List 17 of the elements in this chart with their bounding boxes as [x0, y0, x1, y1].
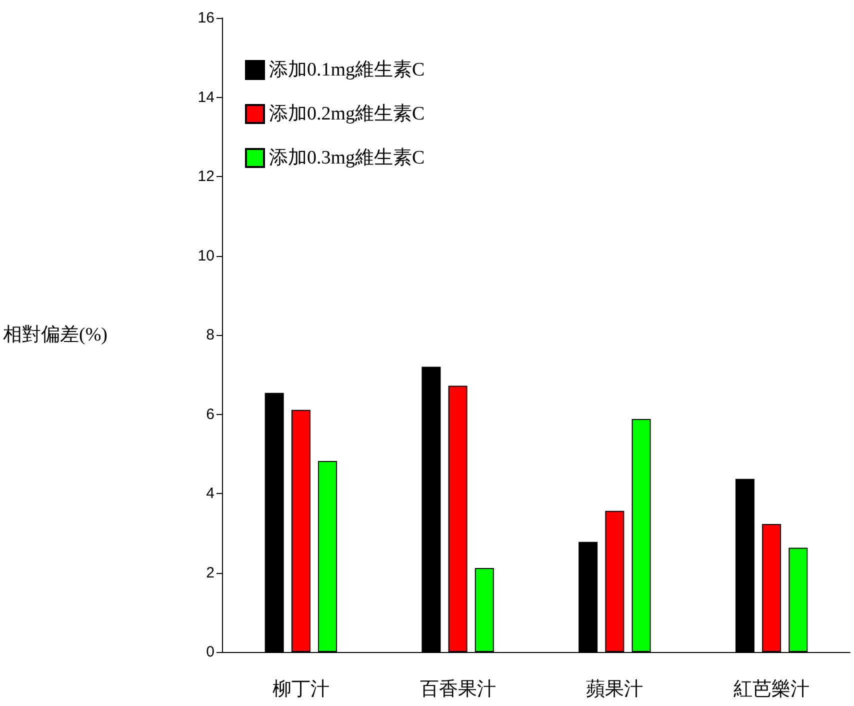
legend-label: 添加0.1mg維生素C — [269, 60, 425, 80]
y-tick-label: 10 — [198, 247, 214, 264]
legend-label: 添加0.2mg維生素C — [269, 104, 425, 124]
y-tick-label: 16 — [198, 10, 214, 26]
legend-label: 添加0.3mg維生素C — [269, 148, 425, 168]
x-tick-label: 蘋果汁 — [586, 679, 644, 700]
y-tick-label: 12 — [198, 168, 214, 185]
y-axis-title: 相對偏差(%) — [2, 324, 108, 346]
y-tick-label: 8 — [206, 326, 214, 344]
x-tick-label: 柳丁汁 — [272, 679, 330, 700]
y-tick-label: 6 — [206, 406, 214, 423]
x-tick-label: 紅芭樂汁 — [734, 679, 810, 700]
y-tick-label: 0 — [206, 644, 214, 660]
y-tick-label: 4 — [206, 485, 214, 502]
y-tick-label: 2 — [206, 564, 214, 582]
x-tick-label: 百香果汁 — [420, 679, 496, 700]
y-tick-label: 14 — [198, 88, 214, 106]
